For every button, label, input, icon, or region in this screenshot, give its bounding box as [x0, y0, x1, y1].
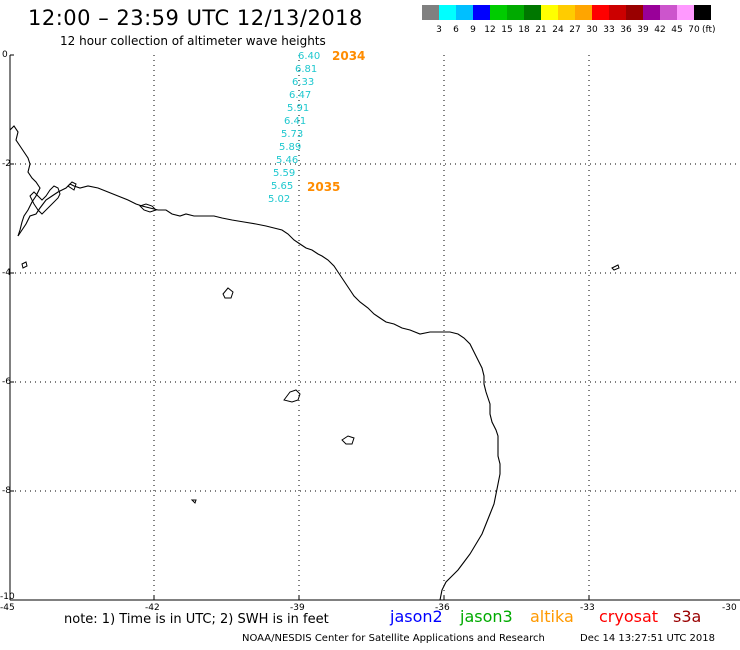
y-tick-label: -4 — [2, 268, 11, 278]
page-title: 12:00 – 23:59 UTC 12/13/2018 — [28, 6, 363, 30]
credit-text: NOAA/NESDIS Center for Satellite Applica… — [242, 633, 545, 644]
island — [283, 389, 301, 403]
scale-label: 24 — [552, 25, 564, 35]
legend-s3a: s3a — [673, 607, 702, 626]
wave-height-value: 5.59 — [273, 168, 296, 179]
x-tick-label: -33 — [580, 603, 595, 613]
wave-height-value: 5.73 — [281, 129, 304, 140]
scale-swatch — [626, 5, 643, 20]
scale-swatch — [439, 5, 456, 20]
note-text: note: 1) Time is in UTC; 2) SWH is in fe… — [64, 612, 329, 627]
island — [611, 264, 620, 271]
scale-swatch — [490, 5, 507, 20]
wave-height-value: 6.81 — [295, 64, 318, 75]
y-tick-label: -2 — [2, 159, 11, 169]
x-tick-label: -36 — [435, 603, 450, 613]
coastline-fragment — [139, 203, 157, 213]
scale-label: 6 — [453, 25, 459, 35]
scale-swatch — [558, 5, 575, 20]
scale-swatch — [660, 5, 677, 20]
y-tick-label: -10 — [0, 592, 15, 602]
wave-height-value: 6.41 — [284, 116, 307, 127]
wave-height-value: 5.91 — [287, 103, 310, 114]
y-tick-label: -6 — [2, 377, 11, 387]
legend-jason2: jason2 — [390, 607, 443, 626]
scale-label: 3 — [436, 25, 442, 35]
page-subtitle: 12 hour collection of altimeter wave hei… — [60, 34, 326, 48]
scale-swatch — [422, 5, 439, 20]
x-tick-label: -42 — [145, 603, 160, 613]
x-tick-label: -39 — [290, 603, 305, 613]
x-tick-label: -45 — [0, 603, 15, 613]
scale-label: 33 — [603, 25, 615, 35]
scale-swatch — [677, 5, 694, 20]
wave-height-value: 6.33 — [292, 77, 315, 88]
scale-swatch — [643, 5, 660, 20]
scale-label: 21 — [535, 25, 547, 35]
wave-height-value: 6.47 — [289, 90, 312, 101]
scale-label: 18 — [518, 25, 530, 35]
scale-label: 70 — [688, 25, 700, 35]
coastline-fragment — [67, 181, 77, 191]
scale-label: 15 — [501, 25, 513, 35]
y-tick-label: -8 — [2, 486, 11, 496]
island — [222, 287, 234, 299]
wave-height-value: 5.65 — [271, 181, 294, 192]
scale-swatch — [694, 5, 711, 20]
scale-swatch — [575, 5, 592, 20]
wave-height-value: 5.89 — [279, 142, 302, 153]
legend-cryosat: cryosat — [599, 607, 659, 626]
scale-label: 36 — [620, 25, 632, 35]
coastline-inlet — [29, 185, 61, 215]
wave-height-value: 5.02 — [268, 194, 291, 205]
x-tick-label: -30 — [722, 603, 737, 613]
scale-swatch — [524, 5, 541, 20]
wave-height-color-scale: 3 6 9 12 15 18 21 24 27 30 33 36 39 42 45 70 (ft) — [422, 5, 731, 39]
scale-swatch — [541, 5, 558, 20]
scale-swatch — [592, 5, 609, 20]
scale-label: 27 — [569, 25, 581, 35]
y-tick-label: 0 — [2, 50, 8, 60]
wave-height-value: 6.40 — [298, 51, 321, 62]
scale-label: 12 — [484, 25, 496, 35]
pass-time-label: 2035 — [307, 180, 341, 194]
island — [190, 499, 197, 504]
scale-label: 42 — [654, 25, 666, 35]
legend-jason3: jason3 — [460, 607, 513, 626]
scale-swatch — [473, 5, 490, 20]
generated-timestamp: Dec 14 13:27:51 UTC 2018 — [580, 633, 715, 644]
scale-label: 45 — [671, 25, 683, 35]
coastline-nw — [9, 125, 41, 237]
scale-label: 39 — [637, 25, 649, 35]
island — [21, 261, 28, 269]
scale-label: 9 — [470, 25, 476, 35]
scale-label: 30 — [586, 25, 598, 35]
wave-height-value: 5.46 — [276, 155, 299, 166]
scale-swatch — [609, 5, 626, 20]
scale-unit: (ft) — [702, 25, 716, 35]
scale-swatch — [456, 5, 473, 20]
coastline — [17, 183, 501, 601]
island — [341, 435, 355, 445]
scale-swatch — [507, 5, 524, 20]
legend-altika: altika — [530, 607, 574, 626]
pass-time-label: 2034 — [332, 49, 366, 63]
map-grid — [10, 55, 740, 600]
